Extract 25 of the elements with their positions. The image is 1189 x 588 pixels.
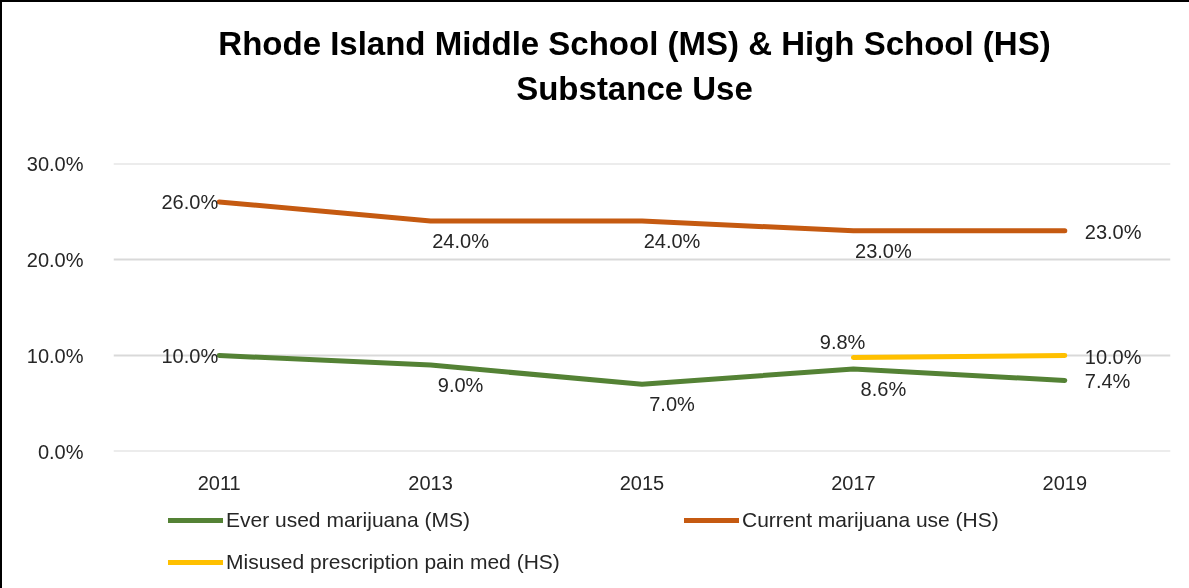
data-label: 26.0%	[161, 190, 219, 213]
legend-label: Misused prescription pain med (HS)	[226, 550, 561, 574]
data-label: 23.0%	[1084, 220, 1142, 243]
data-label: 7.0%	[649, 393, 696, 416]
legend-label: Current marijuana use (HS)	[742, 508, 1000, 532]
data-label: 10.0%	[1084, 345, 1142, 368]
data-label: 24.0%	[432, 230, 490, 253]
x-tick-label: 2017	[831, 471, 876, 494]
data-label: 9.0%	[437, 374, 484, 397]
data-label: 10.0%	[161, 344, 219, 367]
x-tick-label: 2011	[197, 471, 241, 494]
data-label: 24.0%	[643, 230, 701, 253]
y-tick-label: 0.0%	[37, 440, 84, 463]
legend-label: Ever used marijuana (MS)	[226, 508, 471, 532]
chart-title: Rhode Island Middle School (MS) & High School (HS) Substance Use	[217, 24, 1052, 109]
data-label: 8.6%	[860, 377, 907, 400]
x-tick-label: 2019	[1042, 471, 1088, 494]
y-tick-label: 20.0%	[26, 248, 84, 271]
x-tick-label: 2015	[619, 471, 665, 494]
data-label: 23.0%	[855, 239, 912, 262]
x-tick-label: 2013	[408, 471, 453, 494]
data-label: 7.4%	[1084, 370, 1131, 393]
y-tick-label: 10.0%	[26, 344, 84, 367]
data-label: 9.8%	[819, 331, 866, 354]
y-tick-label: 30.0%	[26, 152, 84, 175]
